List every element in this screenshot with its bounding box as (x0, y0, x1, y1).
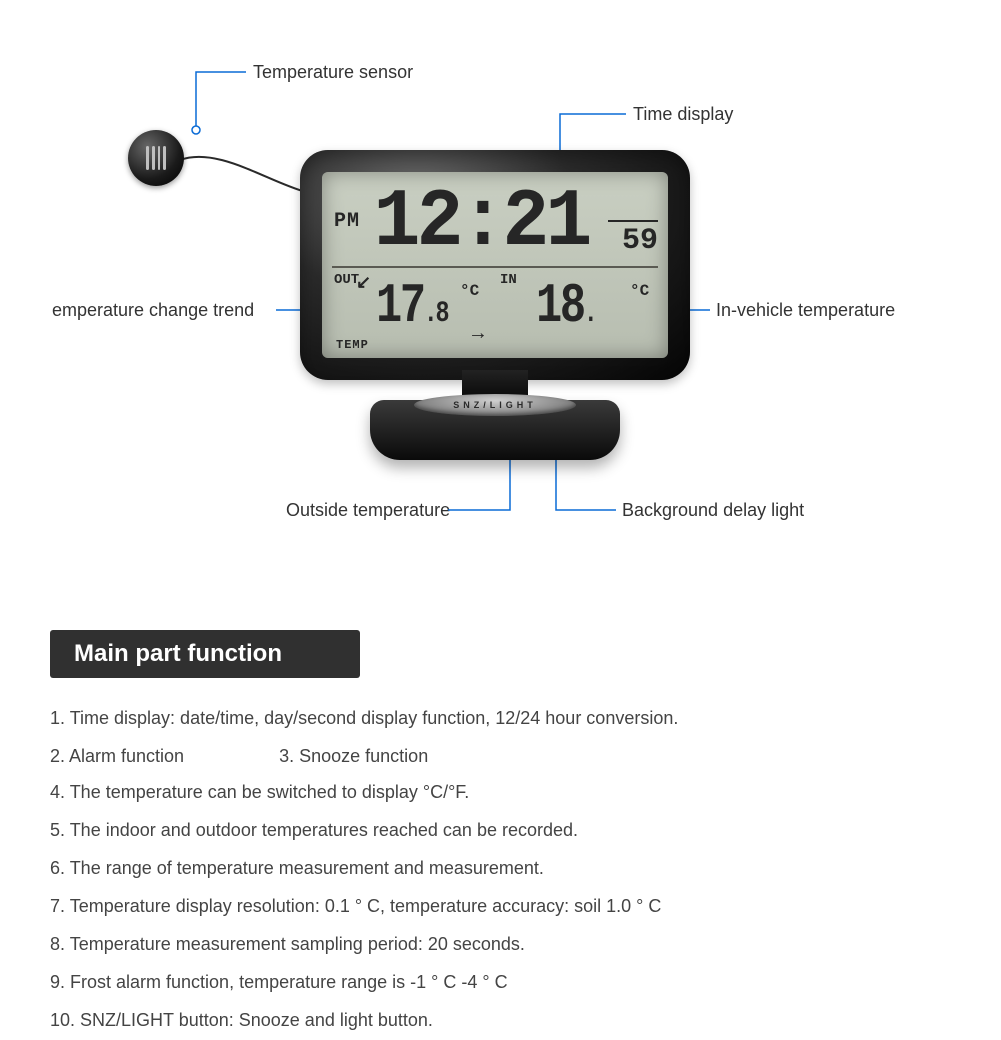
seconds-divider (608, 220, 658, 222)
device-stand: SNZ/LIGHT (370, 370, 620, 460)
in-temp-dec: . (584, 297, 596, 331)
seconds-display: 59 (622, 224, 658, 258)
list-item: 5. The indoor and outdoor temperatures r… (50, 812, 950, 848)
in-temp-unit: °C (630, 282, 649, 300)
temp-label: TEMP (336, 338, 369, 352)
list-text: 7. Temperature display resolution: 0.1 °… (50, 888, 661, 924)
list-text: 10. SNZ/LIGHT button: Snooze and light b… (50, 1002, 433, 1038)
list-item: 7. Temperature display resolution: 0.1 °… (50, 888, 950, 924)
list-item: 9. Frost alarm function, temperature ran… (50, 964, 950, 1000)
out-temp-dec: .8 (424, 297, 447, 331)
list-text: 2. Alarm function (50, 738, 184, 774)
in-label: IN (500, 272, 517, 288)
lcd-screen: PM 12:21 59 OUT IN ↙ 17.8 °C 18. °C TEMP… (322, 172, 668, 358)
callout-sensor-label: Temperature sensor (253, 62, 413, 83)
list-text: 3. Snooze function (279, 738, 428, 774)
lcd-divider (332, 266, 658, 268)
callout-bglight-label: Background delay light (622, 500, 804, 521)
list-item: 8. Temperature measurement sampling peri… (50, 926, 950, 962)
temperature-sensor (128, 130, 184, 186)
out-temp-unit: °C (460, 282, 479, 300)
out-temp-main: 17 (376, 274, 424, 338)
device: PM 12:21 59 OUT IN ↙ 17.8 °C 18. °C TEMP… (300, 150, 690, 470)
device-body: PM 12:21 59 OUT IN ↙ 17.8 °C 18. °C TEMP… (300, 150, 690, 380)
function-list: 1. Time display: date/time, day/second d… (50, 700, 950, 1040)
list-text: 1. Time display: date/time, day/second d… (50, 700, 678, 736)
sensor-wire (178, 152, 308, 202)
snz-light-button[interactable]: SNZ/LIGHT (414, 394, 576, 416)
list-item: 6. The range of temperature measurement … (50, 850, 950, 886)
inside-temp-value: 18. (536, 274, 595, 338)
time-display: 12:21 (374, 176, 589, 269)
section-title: Main part function (74, 640, 282, 668)
outside-temp-value: 17.8 (376, 274, 447, 338)
trend-arrow-icon: ↙ (356, 272, 371, 294)
list-text: 5. The indoor and outdoor temperatures r… (50, 812, 578, 848)
list-text: 4. The temperature can be switched to di… (50, 774, 469, 810)
list-item: 1. Time display: date/time, day/second d… (50, 700, 950, 736)
callout-time-label: Time display (633, 104, 733, 125)
list-text: 8. Temperature measurement sampling peri… (50, 926, 525, 962)
callout-outside-label: Outside temperature (286, 500, 450, 521)
section-header: Main part function (50, 630, 360, 678)
diagram-area: Temperature sensor Time display emperatu… (0, 0, 1001, 560)
flow-arrow-icon: → (472, 323, 484, 346)
list-text: 6. The range of temperature measurement … (50, 850, 544, 886)
list-item: 10. SNZ/LIGHT button: Snooze and light b… (50, 1002, 950, 1038)
callout-trend-label: emperature change trend (52, 300, 254, 321)
in-temp-main: 18 (536, 274, 584, 338)
ampm-indicator: PM (334, 210, 360, 233)
list-text: 9. Frost alarm function, temperature ran… (50, 964, 508, 1000)
list-item: 2. Alarm function 3. Snooze function 4. … (50, 738, 950, 810)
callout-intemp-label: In-vehicle temperature (716, 300, 895, 321)
